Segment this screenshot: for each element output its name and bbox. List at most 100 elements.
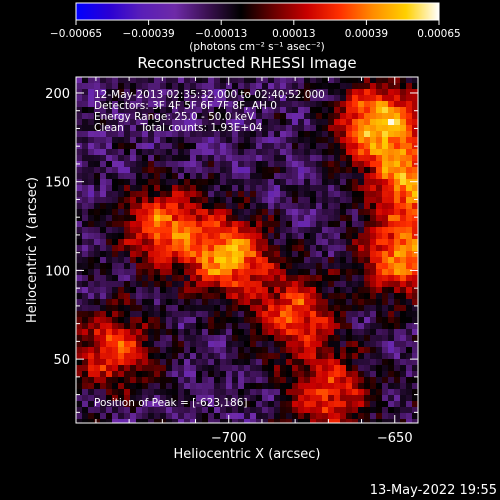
heatmap-pixel bbox=[322, 329, 329, 336]
heatmap-pixel bbox=[382, 323, 389, 330]
heatmap-pixel bbox=[166, 83, 173, 90]
heatmap-pixel bbox=[346, 359, 353, 366]
heatmap-pixel bbox=[106, 287, 113, 294]
heatmap-pixel bbox=[298, 275, 305, 282]
heatmap-pixel bbox=[250, 95, 257, 102]
heatmap-pixel bbox=[184, 203, 191, 210]
heatmap-pixel bbox=[334, 83, 341, 90]
heatmap-pixel bbox=[226, 401, 233, 408]
heatmap-pixel bbox=[292, 209, 299, 216]
heatmap-pixel bbox=[400, 305, 407, 312]
heatmap-pixel bbox=[400, 113, 407, 120]
heatmap-pixel bbox=[76, 323, 83, 330]
heatmap-pixel bbox=[232, 137, 239, 144]
heatmap-pixel bbox=[328, 155, 335, 162]
heatmap-pixel bbox=[100, 221, 107, 228]
heatmap-pixel bbox=[274, 269, 281, 276]
heatmap-pixel bbox=[268, 227, 275, 234]
heatmap-pixel bbox=[190, 131, 197, 138]
heatmap-pixel bbox=[160, 353, 167, 360]
heatmap-pixel bbox=[196, 395, 203, 402]
heatmap-pixel bbox=[400, 269, 407, 276]
heatmap-pixel bbox=[262, 143, 269, 150]
heatmap-pixel bbox=[202, 389, 209, 396]
heatmap-pixel bbox=[364, 311, 371, 318]
heatmap-pixel bbox=[406, 413, 413, 420]
heatmap-pixel bbox=[100, 125, 107, 132]
heatmap-pixel bbox=[106, 83, 113, 90]
heatmap-pixel bbox=[256, 389, 263, 396]
heatmap-pixel bbox=[340, 293, 347, 300]
heatmap-pixel bbox=[352, 269, 359, 276]
heatmap-pixel bbox=[238, 203, 245, 210]
heatmap-pixel bbox=[106, 257, 113, 264]
heatmap-pixel bbox=[220, 311, 227, 318]
y-axis-label: Heliocentric Y (arcsec) bbox=[25, 177, 40, 323]
heatmap-pixel bbox=[346, 251, 353, 258]
heatmap-pixel bbox=[274, 293, 281, 300]
heatmap-pixel bbox=[94, 245, 101, 252]
heatmap-pixel bbox=[136, 119, 143, 126]
heatmap-pixel bbox=[106, 413, 113, 420]
heatmap-pixel bbox=[94, 203, 101, 210]
heatmap-pixel bbox=[364, 107, 371, 114]
heatmap-pixel bbox=[202, 251, 209, 258]
heatmap-pixel bbox=[346, 341, 353, 348]
heatmap-pixel bbox=[172, 155, 179, 162]
heatmap-pixel bbox=[190, 221, 197, 228]
heatmap-pixel bbox=[262, 359, 269, 366]
heatmap-pixel bbox=[154, 257, 161, 264]
heatmap-pixel bbox=[382, 359, 389, 366]
heatmap-pixel bbox=[130, 413, 137, 420]
heatmap-pixel bbox=[304, 95, 311, 102]
heatmap-pixel bbox=[322, 401, 329, 408]
heatmap-pixel bbox=[352, 323, 359, 330]
heatmap-pixel bbox=[202, 137, 209, 144]
y-tick-label: 50 bbox=[53, 353, 70, 368]
heatmap-pixel bbox=[316, 365, 323, 372]
heatmap-pixel bbox=[88, 293, 95, 300]
heatmap-pixel bbox=[88, 353, 95, 360]
heatmap-pixel bbox=[100, 305, 107, 312]
heatmap-pixel bbox=[364, 383, 371, 390]
heatmap-pixel bbox=[262, 329, 269, 336]
heatmap-pixel bbox=[136, 185, 143, 192]
heatmap-pixel bbox=[382, 209, 389, 216]
heatmap-pixel bbox=[202, 287, 209, 294]
heatmap-pixel bbox=[328, 293, 335, 300]
heatmap-pixel bbox=[238, 179, 245, 186]
heatmap-pixel bbox=[112, 329, 119, 336]
heatmap-pixel bbox=[280, 401, 287, 408]
heatmap-pixel bbox=[310, 83, 317, 90]
heatmap-pixel bbox=[100, 83, 107, 90]
heatmap-pixel bbox=[220, 389, 227, 396]
heatmap-pixel bbox=[292, 95, 299, 102]
heatmap-pixel bbox=[292, 107, 299, 114]
heatmap-pixel bbox=[166, 209, 173, 216]
heatmap-pixel bbox=[214, 191, 221, 198]
heatmap-pixel bbox=[340, 311, 347, 318]
heatmap-pixel bbox=[172, 191, 179, 198]
heatmap-pixel bbox=[322, 161, 329, 168]
heatmap-pixel bbox=[358, 203, 365, 210]
heatmap-pixel bbox=[226, 305, 233, 312]
heatmap-pixel bbox=[232, 365, 239, 372]
heatmap-pixel bbox=[298, 209, 305, 216]
heatmap-pixel bbox=[148, 383, 155, 390]
heatmap-pixel bbox=[334, 155, 341, 162]
heatmap-pixel bbox=[250, 89, 257, 96]
heatmap-pixel bbox=[214, 419, 221, 423]
heatmap-pixel bbox=[148, 131, 155, 138]
heatmap-pixel bbox=[124, 413, 131, 420]
heatmap-pixel bbox=[304, 353, 311, 360]
heatmap-pixel bbox=[292, 329, 299, 336]
heatmap-pixel bbox=[130, 347, 137, 354]
heatmap-pixel bbox=[208, 77, 215, 84]
heatmap-pixel bbox=[238, 383, 245, 390]
heatmap-pixel bbox=[292, 221, 299, 228]
heatmap-pixel bbox=[304, 209, 311, 216]
heatmap-pixel bbox=[400, 281, 407, 288]
heatmap-pixel bbox=[262, 137, 269, 144]
heatmap-pixel bbox=[298, 317, 305, 324]
heatmap-pixel bbox=[166, 287, 173, 294]
